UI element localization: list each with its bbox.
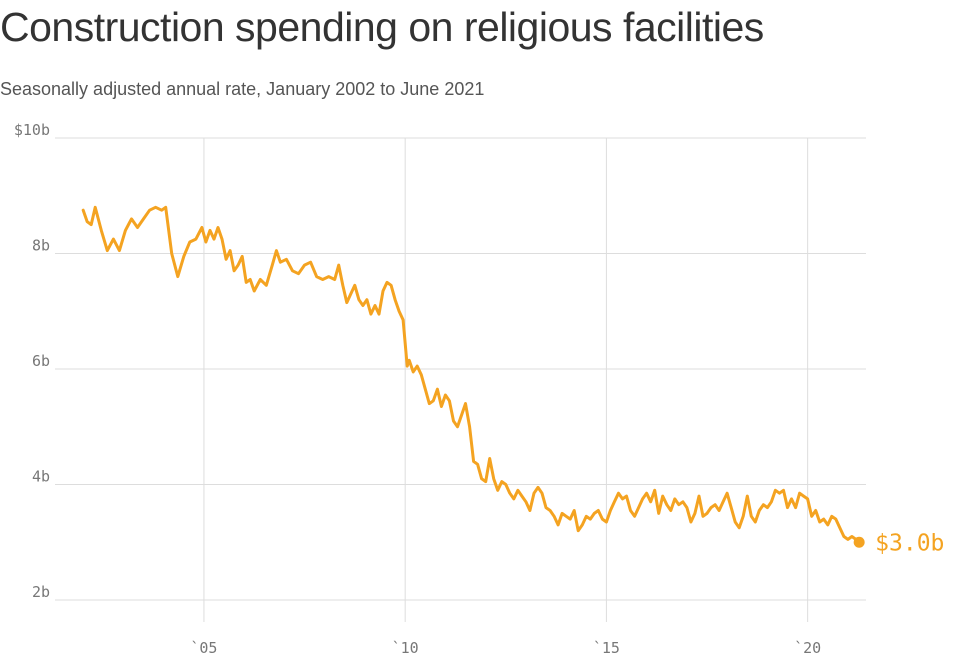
tick-layer: $10b 8b 6b 4b 2b `05 `10 `15 `20: [14, 121, 821, 657]
chart-title: Construction spending on religious facil…: [0, 4, 764, 50]
x-tick-label: `10: [392, 639, 419, 657]
label-layer: $3.0b: [853, 530, 944, 556]
y-tick-label: 4b: [32, 468, 50, 486]
series-layer: [81, 205, 861, 544]
y-tick-label: 8b: [32, 237, 50, 255]
y-tick-label: 2b: [32, 583, 50, 601]
end-point-marker: [853, 536, 865, 548]
x-tick-label: `05: [190, 639, 217, 657]
y-tick-label: 6b: [32, 352, 50, 370]
series-line: [81, 205, 861, 544]
end-value-label: $3.0b: [875, 530, 944, 556]
x-tick-label: `20: [794, 639, 821, 657]
x-tick-label: `15: [593, 639, 620, 657]
y-tick-label: $10b: [14, 121, 50, 139]
grid-layer: [55, 137, 866, 622]
chart-subtitle: Seasonally adjusted annual rate, January…: [0, 79, 485, 99]
